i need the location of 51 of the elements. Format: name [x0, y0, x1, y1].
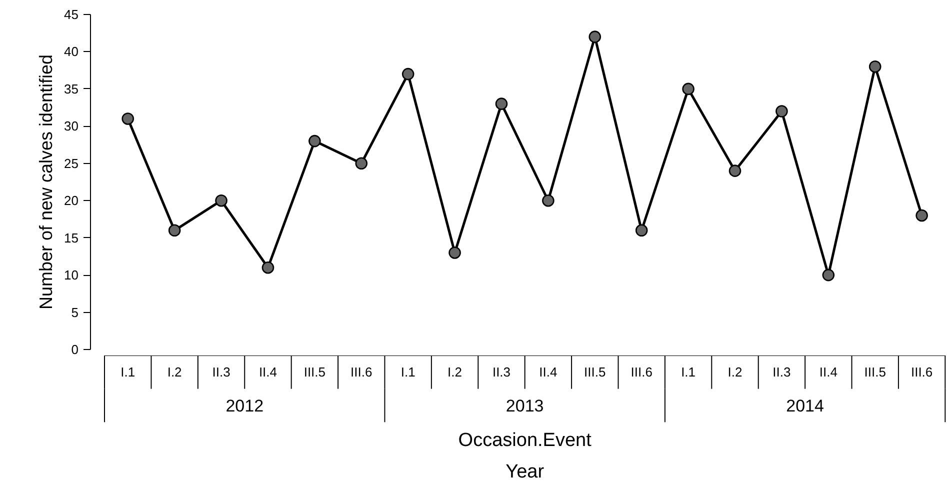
text: 2012	[226, 396, 264, 416]
x-tick-label: I.2	[167, 364, 182, 380]
y-tick-label: 45	[64, 7, 79, 22]
point	[682, 82, 694, 96]
y-tick-label: 35	[64, 81, 79, 96]
y-tick-label: 10	[64, 268, 79, 283]
x-tick-label: II.3	[492, 364, 511, 380]
x-tick-label: III.6	[350, 364, 372, 380]
y-axis-title: Number of new calves identified	[36, 54, 56, 310]
point	[776, 105, 788, 118]
point	[588, 30, 602, 43]
x-tick-label: I.2	[448, 364, 462, 380]
x-tick-label: II.4	[539, 364, 558, 380]
point	[168, 224, 181, 237]
x-tick-label: II.4	[819, 364, 838, 380]
text: 2014	[786, 396, 824, 416]
x-tick-label: II.3	[212, 364, 230, 380]
text: 2013	[506, 396, 544, 416]
point	[355, 157, 368, 170]
y-tick-label: 5	[71, 304, 79, 320]
point	[822, 268, 835, 282]
x-tick-label: I.1	[400, 364, 416, 380]
x-axis-title: Occasion.Event Year	[458, 430, 592, 483]
x-tick-label: III.5	[304, 364, 326, 380]
y-tick-label: 40	[64, 44, 79, 60]
point	[916, 209, 928, 222]
point	[495, 98, 508, 110]
point	[215, 194, 228, 207]
point	[728, 164, 742, 177]
point	[262, 261, 274, 274]
point	[635, 224, 648, 237]
y-tick-label: 30	[64, 118, 79, 134]
y-tick-label: 25	[64, 156, 79, 171]
x-tick-label: III.5	[584, 364, 606, 380]
x-tick-label: III.5	[864, 364, 886, 380]
point	[308, 134, 321, 148]
y-tick-label: 0	[71, 342, 79, 357]
x-tick-label: I.2	[728, 364, 742, 380]
x-tick-label: II.4	[258, 364, 278, 380]
x-tick-label: III.6	[910, 364, 933, 380]
x-tick-label: I.1	[120, 364, 136, 380]
x-tick-label: II.3	[772, 364, 791, 380]
point	[542, 194, 554, 207]
point	[122, 112, 134, 125]
y-tick-label: 20	[64, 193, 79, 208]
x-tick-label: III.6	[630, 364, 652, 380]
point	[402, 68, 414, 80]
point	[448, 246, 461, 259]
x-tick-label: I.1	[681, 364, 696, 380]
point	[868, 60, 882, 73]
y-tick-label: 15	[64, 230, 79, 246]
